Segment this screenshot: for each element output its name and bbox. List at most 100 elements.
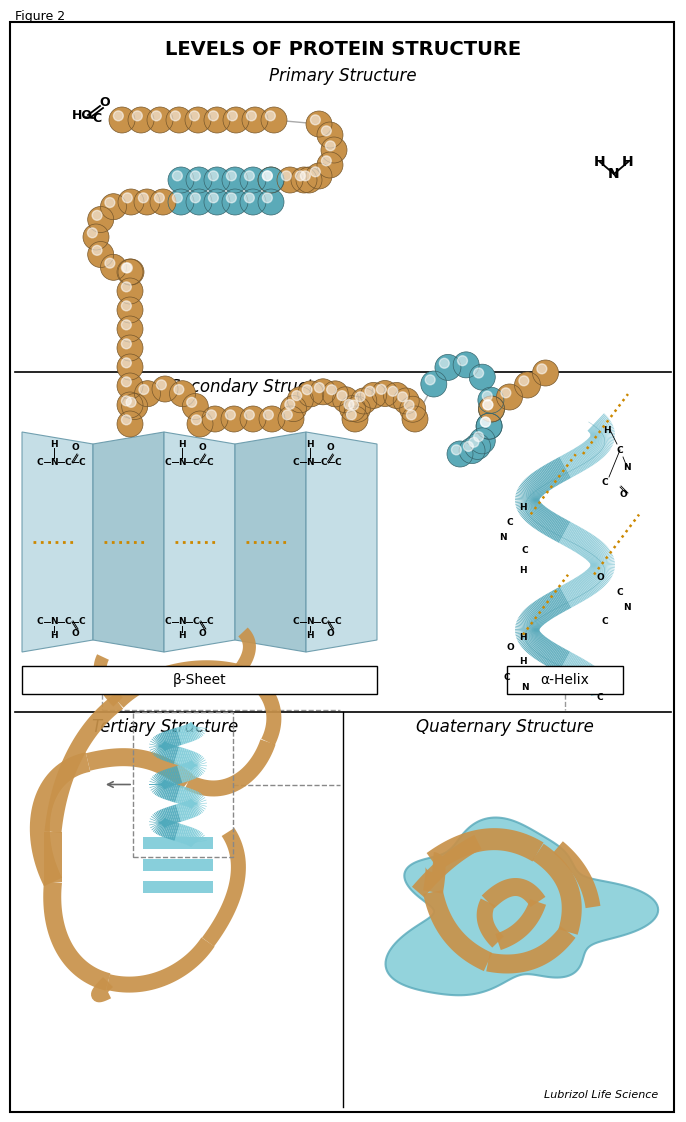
Polygon shape	[170, 806, 178, 824]
Polygon shape	[516, 499, 539, 508]
Polygon shape	[173, 824, 180, 840]
Circle shape	[355, 392, 365, 402]
Polygon shape	[591, 564, 615, 567]
Text: N: N	[623, 603, 631, 611]
Polygon shape	[589, 415, 607, 433]
Polygon shape	[581, 573, 596, 594]
Polygon shape	[516, 499, 539, 506]
Polygon shape	[530, 636, 546, 656]
Polygon shape	[550, 647, 563, 669]
Text: H: H	[178, 440, 186, 449]
Polygon shape	[158, 819, 167, 836]
Polygon shape	[515, 627, 539, 631]
Polygon shape	[161, 809, 169, 826]
Text: N: N	[499, 533, 507, 542]
Polygon shape	[564, 453, 577, 476]
Polygon shape	[521, 482, 541, 498]
Polygon shape	[552, 460, 565, 481]
Polygon shape	[576, 532, 590, 553]
Circle shape	[92, 211, 102, 220]
Polygon shape	[587, 569, 604, 587]
Polygon shape	[588, 439, 605, 457]
Polygon shape	[531, 604, 547, 623]
Circle shape	[117, 373, 143, 399]
Polygon shape	[589, 438, 607, 454]
Text: C: C	[165, 458, 171, 467]
Polygon shape	[423, 852, 445, 893]
Polygon shape	[554, 459, 567, 481]
Polygon shape	[515, 499, 539, 504]
Polygon shape	[165, 808, 172, 825]
Polygon shape	[191, 755, 202, 770]
Polygon shape	[517, 491, 539, 500]
Polygon shape	[183, 802, 191, 819]
Polygon shape	[189, 791, 198, 808]
Polygon shape	[591, 552, 612, 564]
Polygon shape	[164, 782, 172, 800]
Polygon shape	[181, 802, 189, 820]
Polygon shape	[528, 476, 545, 495]
Polygon shape	[167, 783, 175, 801]
Text: Primary Structure: Primary Structure	[269, 67, 417, 85]
Polygon shape	[578, 533, 591, 554]
Polygon shape	[583, 442, 598, 462]
Circle shape	[393, 388, 419, 414]
Polygon shape	[574, 531, 587, 552]
Text: C: C	[602, 617, 608, 626]
Polygon shape	[176, 825, 184, 842]
Polygon shape	[569, 580, 582, 603]
Polygon shape	[157, 734, 167, 751]
Text: C: C	[597, 692, 603, 701]
Polygon shape	[175, 785, 182, 803]
Polygon shape	[587, 570, 603, 588]
Polygon shape	[591, 555, 613, 565]
Polygon shape	[591, 435, 611, 449]
Polygon shape	[551, 590, 564, 613]
Circle shape	[317, 122, 343, 148]
Polygon shape	[580, 574, 595, 595]
Polygon shape	[566, 655, 579, 678]
Polygon shape	[165, 744, 172, 762]
Circle shape	[348, 401, 359, 410]
Polygon shape	[180, 764, 188, 782]
Polygon shape	[580, 665, 595, 687]
Polygon shape	[190, 762, 205, 772]
Polygon shape	[591, 434, 615, 440]
Circle shape	[122, 193, 132, 203]
Text: C: C	[193, 458, 199, 467]
Polygon shape	[536, 600, 550, 620]
Polygon shape	[386, 818, 658, 995]
Polygon shape	[589, 677, 607, 693]
Polygon shape	[590, 565, 611, 580]
Polygon shape	[583, 572, 599, 592]
Polygon shape	[585, 571, 601, 590]
Polygon shape	[549, 461, 563, 484]
Polygon shape	[156, 773, 166, 789]
Polygon shape	[571, 580, 584, 601]
Polygon shape	[591, 565, 611, 578]
Polygon shape	[515, 629, 539, 635]
Polygon shape	[523, 633, 542, 650]
Polygon shape	[541, 512, 554, 533]
Polygon shape	[591, 561, 615, 565]
Polygon shape	[565, 453, 578, 475]
Polygon shape	[190, 792, 200, 808]
Circle shape	[281, 396, 307, 422]
Circle shape	[300, 171, 310, 181]
Polygon shape	[184, 763, 191, 781]
Polygon shape	[524, 503, 542, 521]
Polygon shape	[589, 417, 608, 433]
Polygon shape	[161, 819, 169, 836]
Polygon shape	[93, 432, 164, 652]
Polygon shape	[167, 730, 174, 747]
Polygon shape	[520, 631, 540, 645]
Polygon shape	[580, 444, 595, 465]
Circle shape	[152, 111, 161, 121]
Polygon shape	[549, 516, 562, 539]
Polygon shape	[591, 434, 614, 442]
Polygon shape	[565, 655, 578, 677]
Polygon shape	[589, 568, 606, 586]
Polygon shape	[568, 451, 581, 473]
Polygon shape	[523, 503, 541, 519]
Polygon shape	[557, 651, 570, 673]
